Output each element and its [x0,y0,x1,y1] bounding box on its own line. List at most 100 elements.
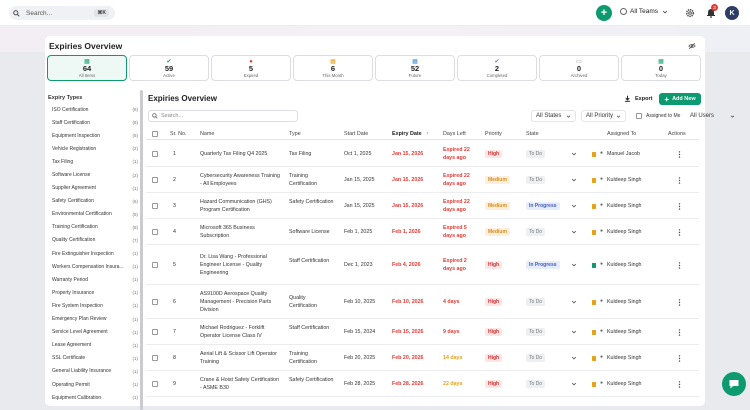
row-checkbox[interactable] [152,203,158,209]
chevron-down-icon[interactable] [571,229,577,235]
more-vertical-icon[interactable] [678,261,681,269]
row-name[interactable]: Crane & Hoist Safety Certification - ASM… [200,377,279,391]
table-row[interactable]: 8 Aerial Lift & Scissor Lift Operator Tra… [146,345,699,371]
teams-selector[interactable]: All Teams [620,8,668,15]
col-priority[interactable]: Priority [485,131,502,137]
chevron-down-icon[interactable] [571,262,577,268]
table-row[interactable]: 9 Crane & Hoist Safety Certification - AS… [146,371,699,397]
sidebar-item[interactable]: Vehicle Registration (2) [48,142,140,155]
more-vertical-icon[interactable] [678,176,681,184]
sidebar-item[interactable]: Staff Certification (8) [48,116,140,129]
state-badge[interactable]: To Do [526,328,546,336]
chevron-down-icon[interactable] [571,299,577,305]
table-row[interactable]: 7 Michael Rodriguez - Forklift Operator L… [146,319,699,345]
avatar[interactable]: K [725,6,739,20]
users-dropdown[interactable]: All Users [686,110,739,122]
state-badge[interactable]: To Do [526,354,546,362]
sidebar-item[interactable]: Training Certification (8) [48,221,140,234]
row-name[interactable]: Aerial Lift & Scissor Lift Operator Trai… [200,351,277,365]
state-badge[interactable]: In Progress [526,261,560,269]
table-row[interactable]: 5 Dr. Lisa Wang - Professional Engineer L… [146,245,699,285]
sidebar-item[interactable]: General Liability Insurance (1) [48,365,140,378]
sidebar-item[interactable]: Quality Certification (7) [48,234,140,247]
row-checkbox[interactable] [152,329,158,335]
chevron-down-icon[interactable] [571,151,577,157]
row-name[interactable]: Quarterly Tax Filing Q4 2025 [200,151,268,157]
sidebar-scrollbar[interactable] [140,90,143,410]
chat-button[interactable] [722,372,746,396]
assigned-checkbox[interactable] [636,113,642,119]
more-vertical-icon[interactable] [678,150,681,158]
select-all-checkbox[interactable] [152,131,158,137]
more-vertical-icon[interactable] [678,380,681,388]
row-name[interactable]: Dr. Lisa Wang - Professional Engineer Li… [200,254,267,276]
more-vertical-icon[interactable] [678,228,681,236]
state-badge[interactable]: To Do [526,380,546,388]
table-row[interactable]: 4 Microsoft 365 Business Subscription Soft… [146,219,699,245]
sidebar-item[interactable]: SSL Certificate (1) [48,352,140,365]
row-name[interactable]: AS9100D Aerospace Quality Management - P… [200,291,272,313]
sidebar-item[interactable]: Emergency Plan Review (1) [48,313,140,326]
col-start[interactable]: Start Date [344,131,369,137]
export-button[interactable]: Export [624,95,652,102]
table-row[interactable]: 3 Hazard Communication (GHS) Program Cert… [146,193,699,219]
col-assigned[interactable]: Assigned To [607,131,637,137]
states-dropdown[interactable]: All States [531,110,576,122]
sidebar-item[interactable]: Supplier Agreement (1) [48,182,140,195]
sidebar-item[interactable]: Fire Extinguisher Inspection (1) [48,247,140,260]
sidebar-item[interactable]: Lease Agreement (1) [48,339,140,352]
chevron-down-icon[interactable] [571,203,577,209]
sidebar-item[interactable]: ISO Certification (6) [48,103,140,116]
chevron-down-icon[interactable] [571,177,577,183]
table-row[interactable]: 1 Quarterly Tax Filing Q4 2025 Tax Filing O… [146,141,699,167]
sidebar-item[interactable]: Fire System Inspection (1) [48,299,140,312]
state-badge[interactable]: To Do [526,176,546,184]
more-vertical-icon[interactable] [678,328,681,336]
global-search[interactable]: Search... ⌘K [9,6,115,20]
row-name[interactable]: Michael Rodriguez - Forklift Operator Li… [200,325,265,339]
row-checkbox[interactable] [152,381,158,387]
priority-dropdown[interactable]: All Priority [581,110,626,122]
chevron-down-icon[interactable] [571,355,577,361]
stat-card[interactable]: ▦ 64 All Items [47,55,127,81]
col-days[interactable]: Days Left [443,131,466,137]
assigned-to-me-toggle[interactable]: Assigned to Me [636,113,680,119]
col-state[interactable]: State [526,131,539,137]
stat-card[interactable]: ✔ 59 Active [129,55,209,81]
sidebar-item[interactable]: Service Level Agreement (1) [48,326,140,339]
sidebar-item[interactable]: Equipment Inspection (5) [48,129,140,142]
more-vertical-icon[interactable] [678,202,681,210]
table-row[interactable]: 2 Cybersecurity Awareness Training - All … [146,167,699,193]
row-checkbox[interactable] [152,229,158,235]
table-row[interactable]: 6 AS9100D Aerospace Quality Management - … [146,285,699,319]
row-checkbox[interactable] [152,355,158,361]
row-name[interactable]: Microsoft 365 Business Subscription [200,225,255,239]
stat-card[interactable]: ▦ 52 Future [375,55,455,81]
sidebar-item[interactable]: Workers Compensation Insura... (1) [48,260,140,273]
stat-card[interactable]: ▦ 0 Today [621,55,701,81]
row-checkbox[interactable] [152,299,158,305]
row-name[interactable]: Cybersecurity Awareness Training - All E… [200,173,280,187]
more-vertical-icon[interactable] [678,298,681,306]
stat-card[interactable]: ✔ 2 Completed [457,55,537,81]
stat-card[interactable]: ● 5 Expired [211,55,291,81]
sidebar-item[interactable]: Operating Permit (1) [48,378,140,391]
row-checkbox[interactable] [152,151,158,157]
table-search-input[interactable]: Search... [148,110,298,122]
col-type[interactable]: Type [289,131,301,137]
sidebar-item[interactable]: Safety Certification (6) [48,195,140,208]
chevron-down-icon[interactable] [571,381,577,387]
col-expiry[interactable]: Expiry Date [392,131,422,137]
col-sr[interactable]: Sr. No. [170,131,187,137]
row-checkbox[interactable] [152,177,158,183]
sidebar-item[interactable]: Tax Filing (1) [48,155,140,168]
sidebar-item[interactable]: Environmental Certification (5) [48,208,140,221]
sidebar-item[interactable]: Property Insurance (1) [48,286,140,299]
eye-off-icon[interactable] [688,42,696,50]
state-badge[interactable]: To Do [526,298,546,306]
sidebar-item[interactable]: Equipment Calibration (1) [48,391,140,404]
gear-icon[interactable] [685,8,695,18]
create-button[interactable]: + [596,5,612,21]
stat-card[interactable]: ▦ 6 This Month [293,55,373,81]
add-new-button[interactable]: + Add New [659,93,701,105]
